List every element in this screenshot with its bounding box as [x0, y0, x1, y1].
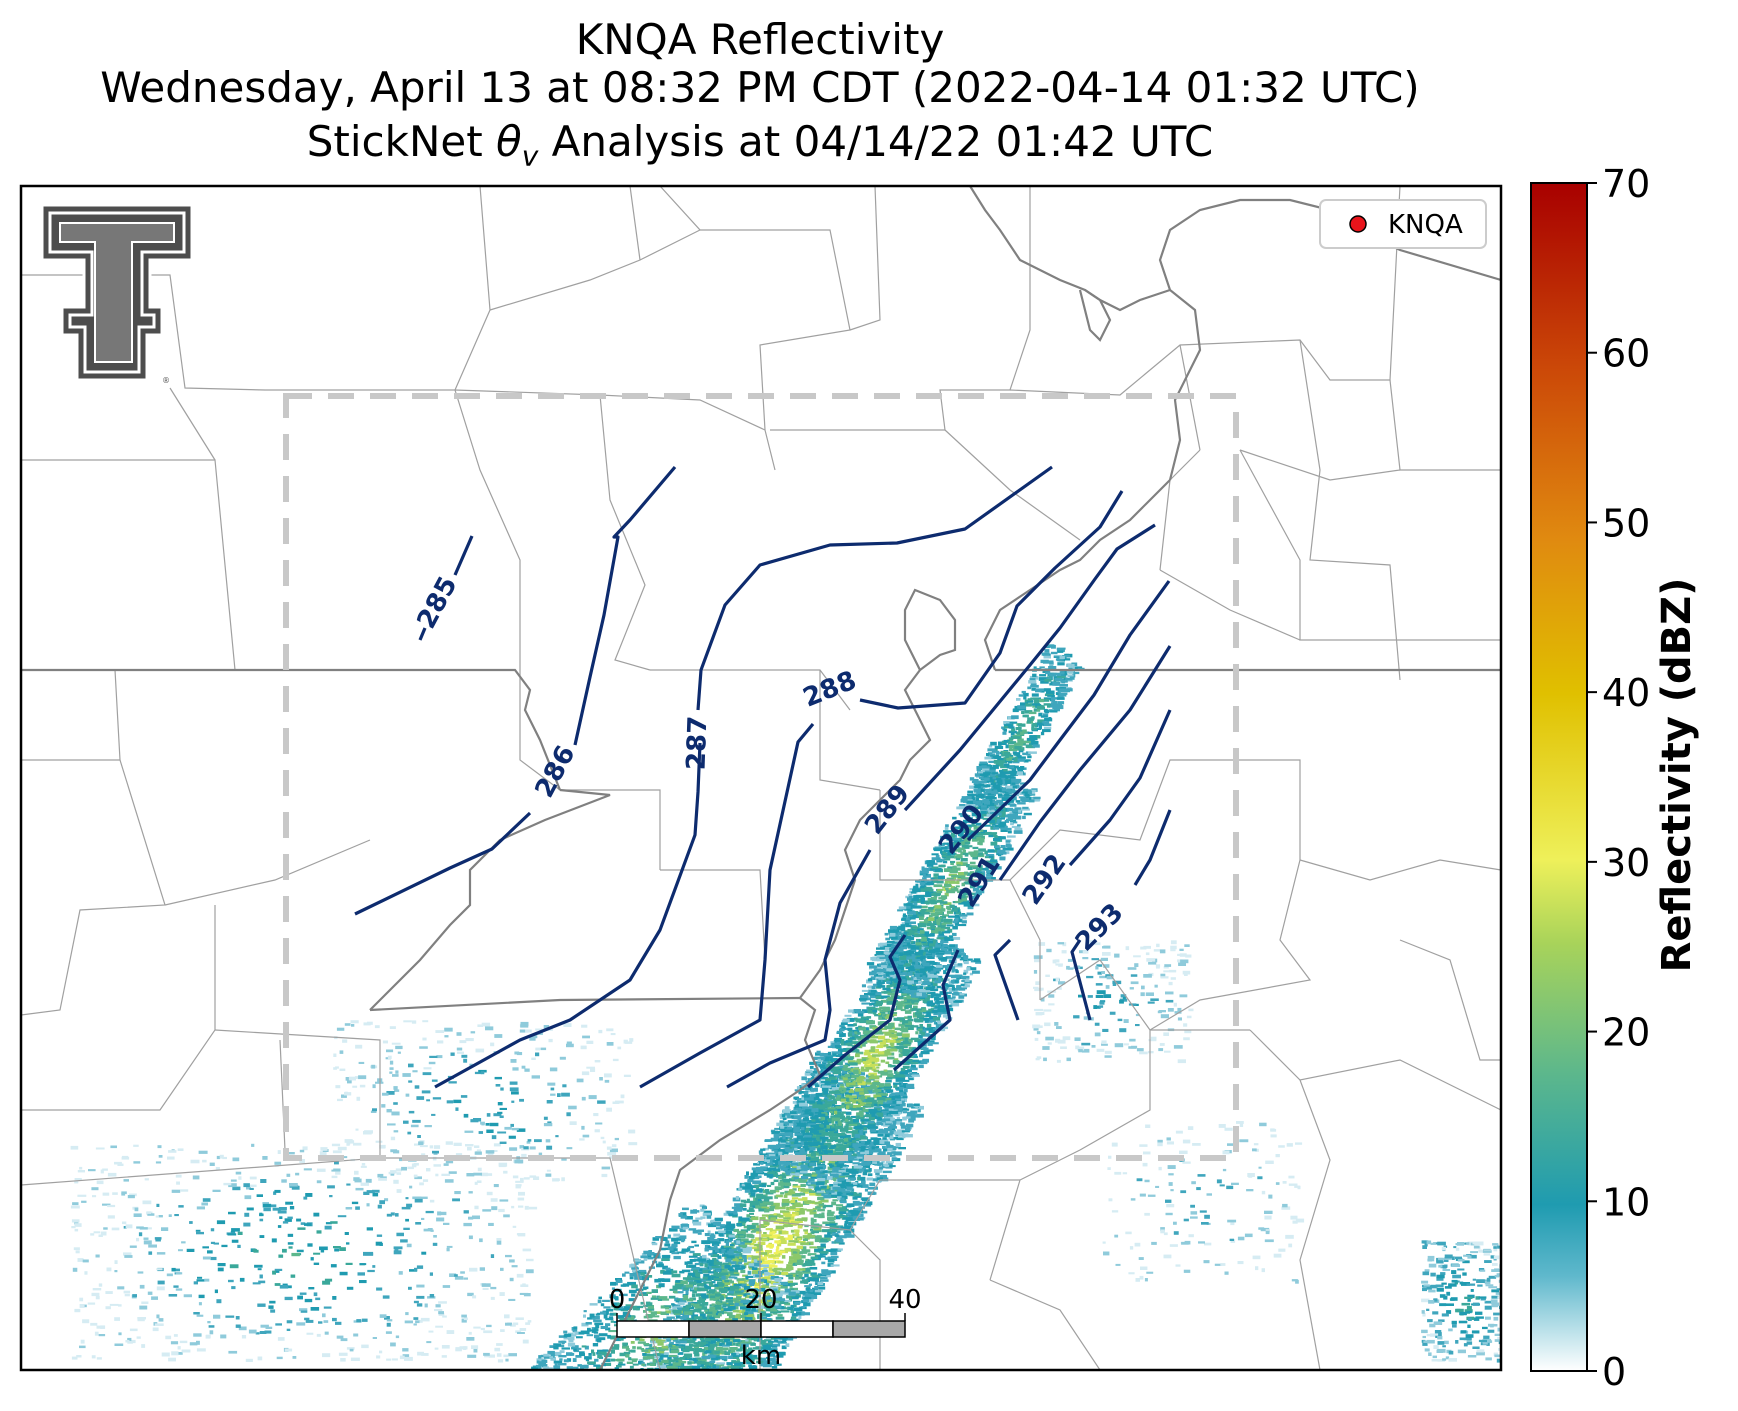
colorbar-ticks: 0 10 20 30 40 50 60 70 — [1587, 162, 1650, 1394]
theta-subscript: v — [521, 139, 539, 173]
colorbar-tick-label: 10 — [1602, 1180, 1650, 1224]
colorbar-tick-label: 70 — [1602, 162, 1650, 206]
contour-line-290 — [966, 580, 1171, 842]
theta-symbol: θ — [496, 117, 522, 166]
title-line-2: Wednesday, April 13 at 08:32 PM CDT (202… — [100, 63, 1420, 112]
colorbar-tick-label: 50 — [1602, 501, 1650, 545]
contour-line-291 — [998, 645, 1172, 881]
colorbar-tick-label: 0 — [1602, 1350, 1626, 1394]
contour-line-292 — [993, 938, 1020, 1021]
scale-bar: 0 20 40 km — [609, 1285, 922, 1371]
map-border — [19, 184, 1503, 1372]
colorbar-tick-label: 20 — [1602, 1011, 1650, 1055]
colorbar-tick-label: 60 — [1602, 332, 1650, 376]
scale-tick-40: 40 — [888, 1285, 921, 1315]
colorbar-tick-label: 30 — [1602, 841, 1650, 885]
scale-tick-20: 20 — [744, 1285, 777, 1315]
contour-line-293 — [1070, 939, 1092, 1021]
theta-v-contours — [354, 465, 1172, 1089]
contour-line-291 — [892, 949, 960, 1072]
texas-tech-logo: ® — [40, 203, 194, 385]
title-line-3: StickNet θv Analysis at 04/14/22 01:42 U… — [0, 118, 1520, 180]
contour-line-292 — [1068, 709, 1172, 867]
title-line-3-prefix: StickNet — [306, 117, 497, 166]
contour-line-287 — [696, 465, 1053, 711]
colorbar-tick-label: 40 — [1602, 671, 1650, 715]
legend-label: KNQA — [1388, 210, 1463, 240]
contour-line-293 — [1133, 809, 1172, 886]
legend: KNQA — [1319, 199, 1487, 249]
colorbar: 0 10 20 30 40 50 60 70 Reflectivity (dBZ) — [1530, 162, 1700, 1394]
colorbar-gradient — [1530, 182, 1588, 1372]
knqa-marker-icon — [1349, 215, 1367, 233]
contour-line-288 — [859, 490, 1124, 710]
contour-label-287: 287 — [682, 715, 714, 770]
contour-line-288 — [639, 722, 815, 1089]
contour-line-286 — [354, 811, 532, 916]
contour-line-286 — [573, 465, 677, 746]
reflectivity-echoes — [70, 644, 1501, 1370]
contour-line-289 — [903, 523, 1156, 812]
analysis-domain-box — [283, 393, 1239, 1161]
contour-line-289 — [726, 849, 872, 1089]
contour-line-287 — [434, 742, 702, 1089]
contour-line-285 — [418, 627, 427, 641]
colorbar-label: Reflectivity (dBZ) — [1654, 578, 1700, 973]
title-line-1: KNQA Reflectivity — [575, 15, 945, 64]
scale-unit: km — [741, 1341, 781, 1371]
title-line-3-suffix: Analysis at 04/14/22 01:42 UTC — [538, 117, 1214, 166]
contour-line-285 — [453, 535, 474, 576]
contour-line-290 — [806, 934, 907, 1089]
scale-tick-0: 0 — [609, 1285, 626, 1315]
